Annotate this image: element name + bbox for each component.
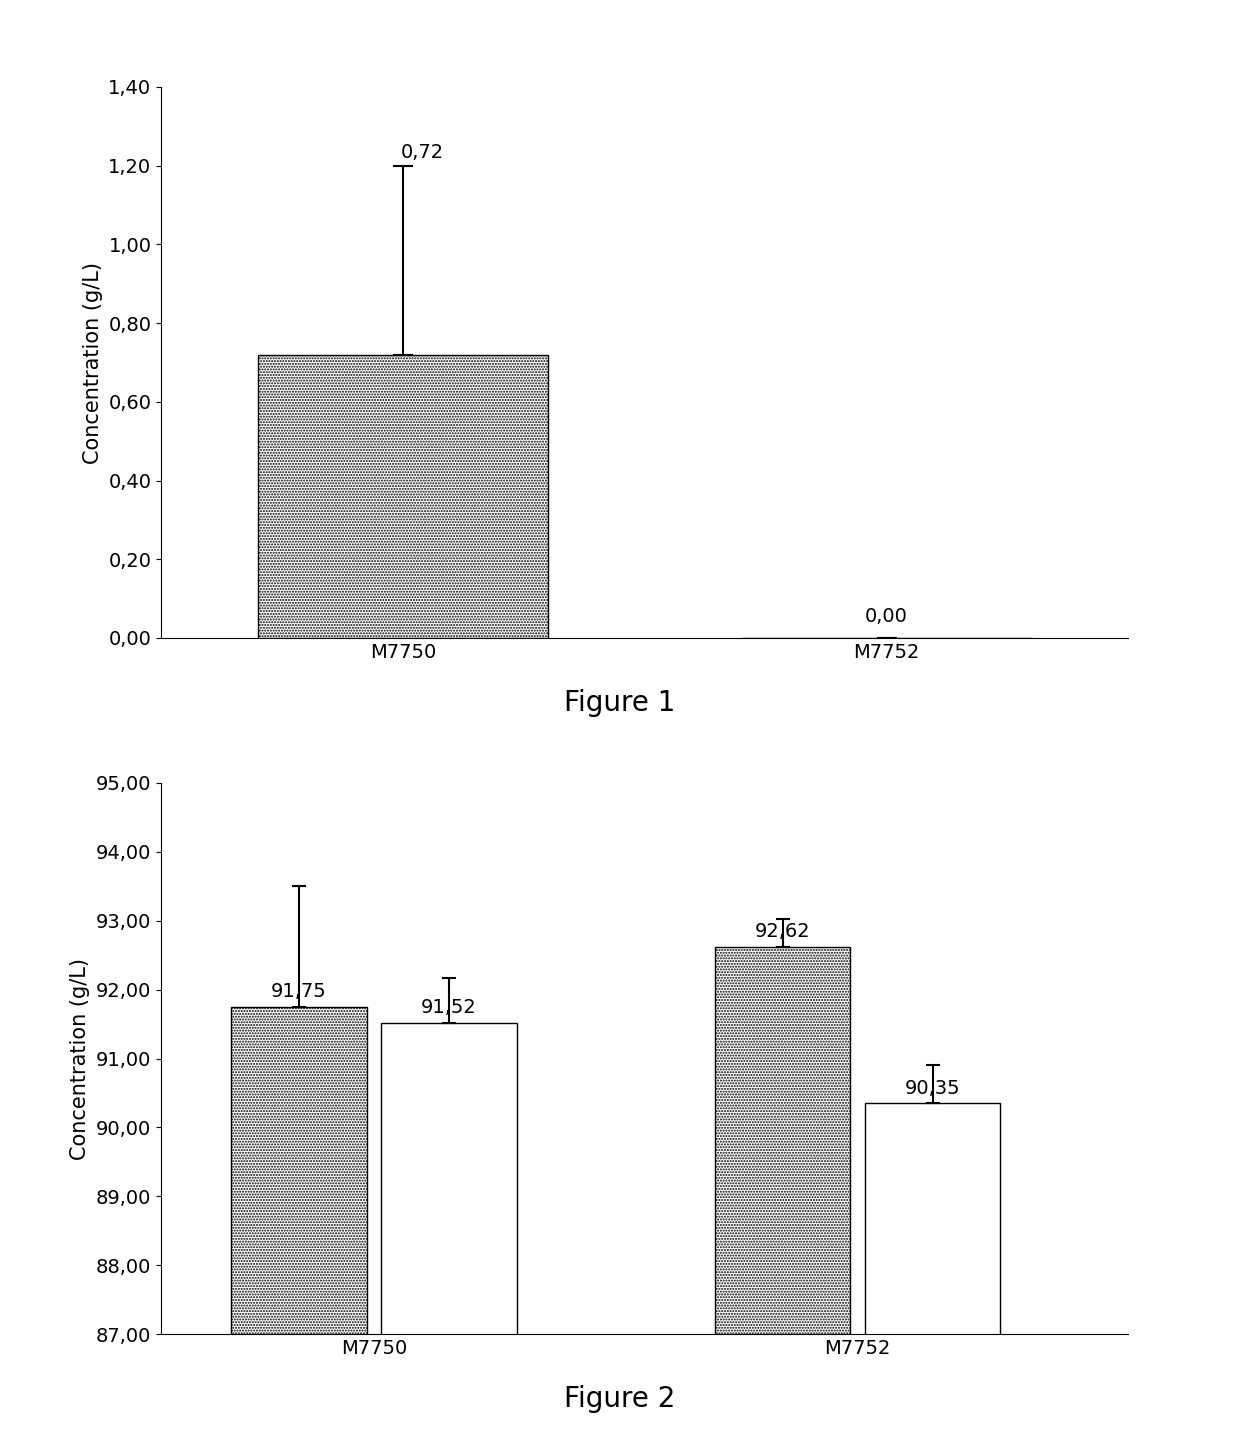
Y-axis label: Concentration (g/L): Concentration (g/L) bbox=[71, 957, 91, 1160]
Text: Figure 2: Figure 2 bbox=[564, 1385, 676, 1412]
Text: 90,35: 90,35 bbox=[905, 1079, 960, 1098]
Bar bbox=[864, 1103, 1001, 1450]
Text: 91,75: 91,75 bbox=[272, 982, 327, 1002]
Bar bbox=[381, 1022, 517, 1450]
Bar bbox=[258, 355, 548, 638]
Text: 0,72: 0,72 bbox=[401, 142, 444, 162]
Bar bbox=[715, 947, 851, 1450]
Text: 92,62: 92,62 bbox=[755, 922, 811, 941]
Text: Figure 1: Figure 1 bbox=[564, 689, 676, 716]
Text: 0,00: 0,00 bbox=[866, 608, 908, 626]
Text: 91,52: 91,52 bbox=[422, 998, 477, 1018]
Bar bbox=[232, 1006, 367, 1450]
Y-axis label: Concentration (g/L): Concentration (g/L) bbox=[83, 261, 103, 464]
